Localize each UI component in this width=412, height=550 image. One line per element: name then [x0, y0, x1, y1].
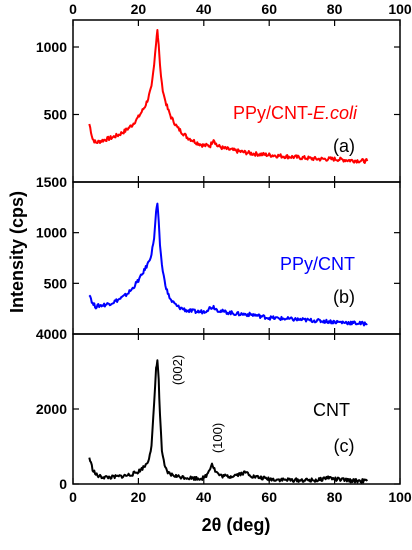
series-line-c — [88, 359, 369, 484]
y-tick-label-b-top: 1500 — [36, 174, 67, 190]
x-tick-label-top: 0 — [69, 1, 77, 17]
x-tick-label-bottom: 100 — [388, 489, 412, 505]
y-tick-label-c: 2000 — [36, 401, 67, 417]
panel-c-frame — [72, 333, 401, 485]
y-tick-label-a: 1000 — [36, 39, 67, 55]
series-layer — [88, 29, 369, 484]
y-axis-title: Intensity (cps) — [7, 191, 27, 313]
peak-label-002: (002) — [170, 355, 185, 385]
x-tick-label-top: 40 — [196, 1, 212, 17]
peak-label-100: (100) — [210, 423, 225, 453]
x-tick-label-top: 60 — [261, 1, 277, 17]
y-tick-label-b: 500 — [44, 275, 68, 291]
panel-letter-b: (b) — [333, 287, 355, 307]
panel-letter-c: (c) — [334, 436, 355, 456]
series-line-a — [88, 29, 369, 164]
x-tick-label-top: 80 — [327, 1, 343, 17]
y-tick-label-b: 1000 — [36, 225, 67, 241]
y-tick-label-c-top: 4000 — [36, 326, 67, 342]
y-tick-label-c: 0 — [59, 476, 67, 492]
x-tick-label-top: 20 — [131, 1, 147, 17]
x-axis-title: 2θ (deg) — [202, 515, 271, 535]
ticks-layer: 0020204040606080801001005001000500100015… — [36, 1, 412, 505]
x-tick-label-bottom: 80 — [327, 489, 343, 505]
series-label-a-italic: E.coli — [313, 103, 358, 123]
series-label-a: PPy/CNT-E.coli — [233, 103, 358, 123]
series-line-b — [88, 202, 368, 327]
x-tick-label-bottom: 40 — [196, 489, 212, 505]
x-tick-label-bottom: 20 — [131, 489, 147, 505]
series-label-a-prefix: PPy/CNT- — [233, 103, 313, 123]
panel-a-frame — [72, 19, 401, 183]
panel-letter-a: (a) — [333, 136, 355, 156]
x-tick-label-bottom: 0 — [69, 489, 77, 505]
series-label-b: PPy/CNT — [280, 254, 355, 274]
x-tick-label-bottom: 60 — [261, 489, 277, 505]
x-tick-label-top: 100 — [388, 1, 412, 17]
series-label-c: CNT — [313, 400, 350, 420]
y-tick-label-a: 500 — [44, 107, 68, 123]
